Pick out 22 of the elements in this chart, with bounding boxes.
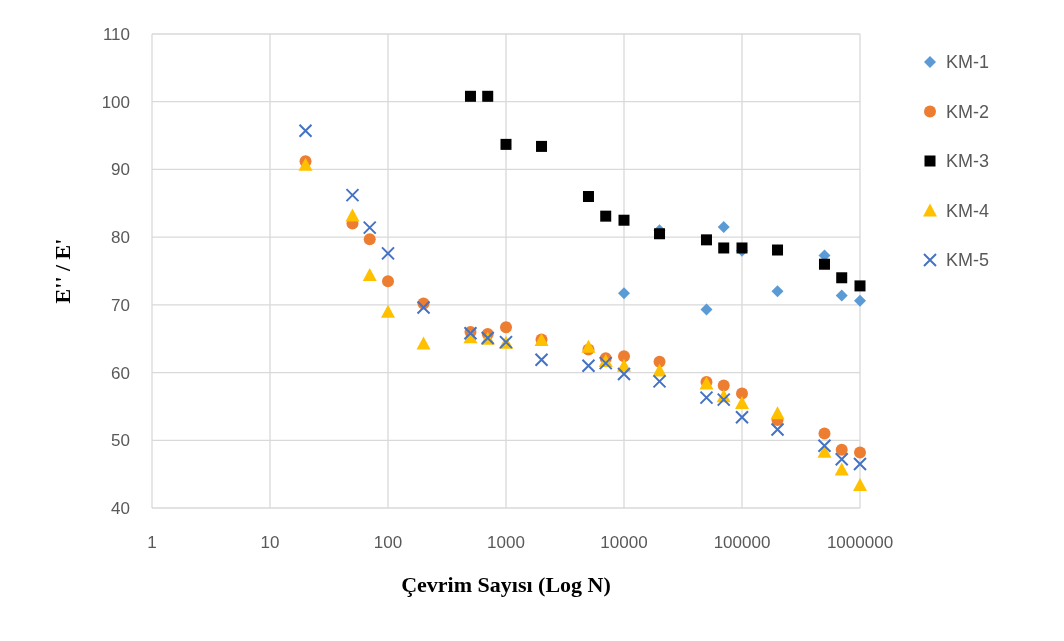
legend-label: KM-4 xyxy=(946,200,990,221)
legend-label: KM-1 xyxy=(946,52,990,73)
legend-label: KM-2 xyxy=(946,101,990,122)
y-tick-label: 40 xyxy=(111,498,130,518)
y-tick-label: 90 xyxy=(111,160,130,180)
x-tick-label: 10 xyxy=(260,533,280,552)
x-tick-label: 10000 xyxy=(600,533,648,552)
legend-label: KM-3 xyxy=(946,151,990,172)
y-tick-label: 110 xyxy=(102,24,130,44)
x-tick-label: 1000 xyxy=(487,533,525,552)
y-tick-label: 60 xyxy=(111,363,130,383)
x-tick-label: 1 xyxy=(147,533,157,552)
y-tick-label: 80 xyxy=(111,228,130,248)
x-tick-label: 100000 xyxy=(713,533,771,552)
x-tick-label: 100 xyxy=(373,533,403,552)
y-tick-label: 50 xyxy=(111,431,130,451)
legend-label: KM-5 xyxy=(946,250,990,271)
y-tick-label: 100 xyxy=(101,92,130,112)
y-tick-label: 70 xyxy=(111,295,130,315)
x-axis-title: Çevrim Sayısı (Log N) xyxy=(401,572,611,597)
y-axis-title: E'' / E' xyxy=(50,238,75,304)
x-tick-label: 1000000 xyxy=(826,533,894,552)
